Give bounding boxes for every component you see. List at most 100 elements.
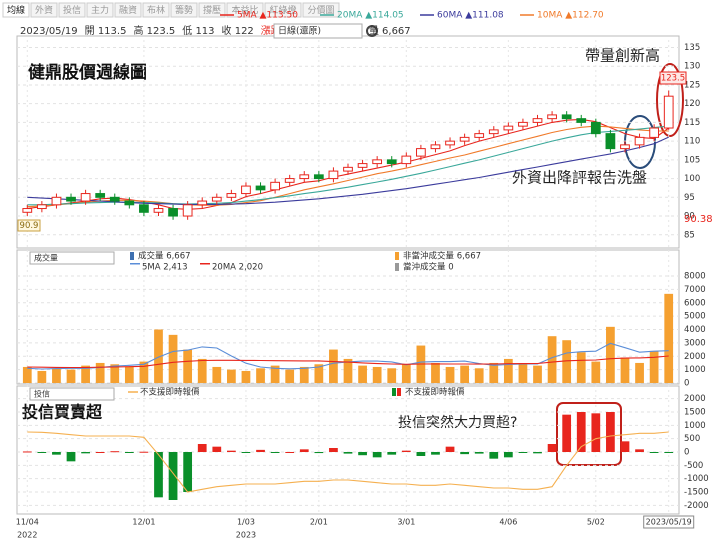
trust-bar bbox=[635, 449, 644, 452]
dropdown[interactable] bbox=[29, 251, 115, 265]
tab[interactable] bbox=[114, 2, 142, 18]
volume-bar bbox=[22, 366, 32, 383]
trust-title: 投信買賣超 bbox=[22, 403, 103, 422]
tab-label: 外資 bbox=[35, 4, 53, 16]
high-label: 123.5 bbox=[661, 74, 685, 84]
volume-bar bbox=[168, 334, 178, 383]
x-tick-label: 5/02 bbox=[587, 518, 605, 527]
candle-body bbox=[313, 174, 324, 180]
legend-label: 5MA 2,413 bbox=[142, 263, 188, 273]
candle-body bbox=[663, 95, 674, 129]
trust-bar bbox=[387, 452, 397, 455]
y-tick-label: 110 bbox=[684, 137, 700, 147]
trust-bar bbox=[649, 452, 659, 453]
annotation: 外資出降評報告洗盤 bbox=[512, 169, 647, 187]
tab-label: 撐壓 bbox=[203, 4, 221, 16]
volume-bar bbox=[270, 365, 280, 383]
tab[interactable] bbox=[170, 2, 198, 18]
volume-bar bbox=[620, 357, 630, 383]
tab[interactable] bbox=[226, 2, 264, 18]
candle-body bbox=[474, 133, 485, 138]
tab[interactable] bbox=[86, 2, 114, 18]
volume-bar bbox=[154, 329, 163, 383]
trust-bar bbox=[343, 452, 353, 454]
volume-bar bbox=[387, 368, 397, 383]
candle-body bbox=[503, 125, 514, 131]
trust-bar bbox=[314, 452, 324, 454]
volume-bar bbox=[95, 362, 105, 383]
y-tick-label: 8000 bbox=[684, 272, 706, 282]
volume-bar bbox=[81, 365, 90, 383]
y-tick-label: 0 bbox=[684, 448, 689, 458]
info-item: 收 122 bbox=[222, 24, 254, 37]
candle-body bbox=[518, 121, 528, 127]
trust-bar bbox=[37, 452, 47, 453]
volume-bar bbox=[606, 326, 615, 383]
legend-label: 60MA ▲111.08 bbox=[437, 11, 504, 21]
tab-label: 紅綠燈 bbox=[269, 4, 296, 16]
candle-body bbox=[124, 200, 135, 206]
annotation: 投信突然大力買超? bbox=[398, 414, 517, 431]
y-tick-label: 2000 bbox=[684, 352, 706, 362]
price-tag bbox=[659, 71, 687, 85]
tab[interactable] bbox=[142, 2, 170, 18]
ma-line bbox=[27, 431, 669, 493]
candle-body bbox=[620, 144, 630, 150]
tab[interactable] bbox=[2, 2, 30, 18]
low-label: 90.9 bbox=[20, 221, 39, 231]
y-tick-label: 1000 bbox=[684, 365, 706, 375]
volume-bar bbox=[314, 364, 324, 383]
candle-body bbox=[532, 118, 543, 123]
candle-body bbox=[270, 181, 280, 191]
tab[interactable] bbox=[302, 2, 340, 18]
info-item: 開 113.5 bbox=[85, 25, 127, 37]
volume-bar bbox=[285, 369, 295, 383]
candle-body bbox=[197, 200, 208, 206]
trust-bar bbox=[168, 452, 178, 500]
candle-body bbox=[226, 193, 237, 198]
tab[interactable] bbox=[30, 2, 58, 18]
tab[interactable] bbox=[264, 2, 302, 18]
x-tick-label: 2/01 bbox=[310, 518, 328, 527]
y-tick-label: 7000 bbox=[684, 285, 706, 295]
volume-bar bbox=[401, 364, 411, 383]
x-tick-label: 11/04 bbox=[16, 518, 39, 527]
candle-body bbox=[576, 118, 587, 123]
candle-body bbox=[211, 196, 222, 202]
candle-body bbox=[459, 136, 470, 142]
candle-body bbox=[66, 196, 76, 202]
candle-body bbox=[357, 163, 368, 168]
volume-bar bbox=[124, 366, 134, 383]
trust-bar bbox=[154, 452, 163, 498]
candle-body bbox=[51, 196, 62, 206]
legend-label: 成交量 6,667 bbox=[138, 251, 191, 262]
y-tick-label: 85 bbox=[684, 230, 695, 240]
tab[interactable] bbox=[58, 2, 86, 18]
candle-body bbox=[284, 178, 295, 183]
volume-bar bbox=[562, 340, 572, 383]
trust-bar bbox=[372, 452, 382, 458]
volume-bar bbox=[664, 293, 674, 383]
volume-bar bbox=[547, 336, 557, 383]
trust-bar bbox=[445, 446, 455, 452]
info-item: 低 113 bbox=[182, 24, 214, 37]
trust-bar bbox=[139, 451, 149, 453]
volume-bar bbox=[503, 358, 513, 383]
trust-bar bbox=[329, 448, 338, 452]
settings-icon[interactable] bbox=[366, 25, 378, 37]
trust-bar bbox=[460, 452, 469, 455]
dropdown[interactable] bbox=[273, 23, 363, 39]
x-tick-label: 12/01 bbox=[132, 518, 155, 527]
volume-bar bbox=[431, 362, 440, 383]
dropdown[interactable] bbox=[29, 387, 115, 401]
trust-bar bbox=[489, 452, 499, 459]
tab[interactable] bbox=[198, 2, 226, 18]
legend-label: 20MA 2,020 bbox=[212, 263, 263, 273]
trust-bar bbox=[66, 452, 76, 462]
volume-bar bbox=[343, 358, 353, 383]
y-tick-label: -500 bbox=[684, 461, 703, 471]
legend-swatch bbox=[130, 252, 134, 260]
y-tick-label: 90 bbox=[684, 212, 695, 222]
trust-bar bbox=[401, 450, 411, 452]
